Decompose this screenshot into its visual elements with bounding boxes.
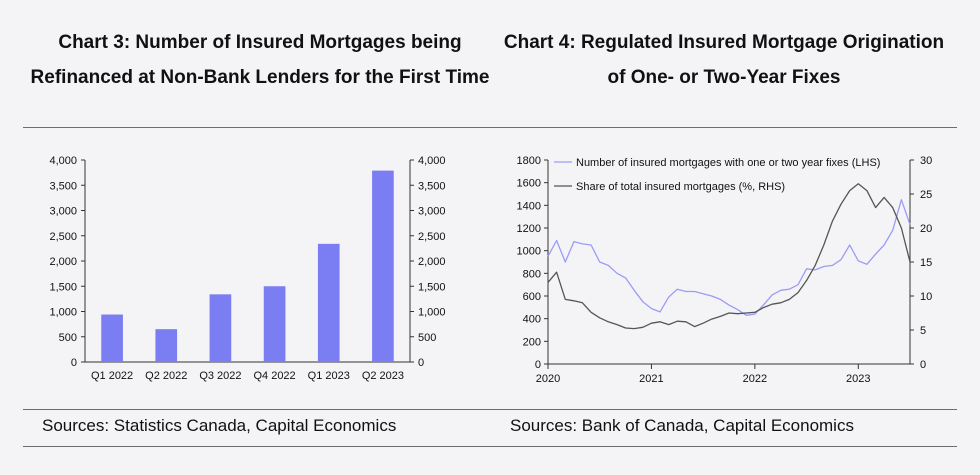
y-tick-label: 3,500: [49, 180, 77, 192]
y-tick-label: 1,500: [49, 281, 77, 293]
y2-tick-label: 25: [920, 189, 932, 201]
x-tick-label: Q2 2022: [145, 370, 187, 382]
bar: [155, 329, 178, 362]
y-tick-label: 200: [523, 336, 541, 348]
y-tick-label: 400: [523, 314, 541, 326]
y-tick-label: 1600: [517, 178, 541, 190]
bottom-divider: [23, 446, 957, 447]
y2-tick-label: 0: [418, 357, 424, 369]
bar: [263, 286, 286, 362]
y-tick-label: 2,500: [49, 231, 77, 243]
x-tick-label: Q4 2022: [253, 370, 295, 382]
y2-tick-label: 3,500: [418, 180, 446, 192]
y2-tick-label: 4,000: [418, 155, 446, 167]
chart3-title: Chart 3: Number of Insured Mortgages bei…: [30, 32, 490, 88]
sources-divider: [23, 409, 957, 410]
y2-tick-label: 20: [920, 223, 932, 235]
y-tick-label: 1800: [517, 155, 541, 167]
y2-tick-label: 3,000: [418, 206, 446, 218]
y-tick-label: 1000: [517, 246, 541, 258]
y2-tick-label: 10: [920, 291, 932, 303]
x-tick-label: 2021: [639, 373, 663, 385]
bar: [317, 243, 340, 362]
bar: [209, 294, 232, 362]
y2-tick-label: 5: [920, 325, 926, 337]
x-tick-label: Q1 2023: [308, 370, 350, 382]
y-tick-label: 2,000: [49, 256, 77, 268]
y2-tick-label: 30: [920, 155, 932, 167]
top-divider: [23, 127, 957, 128]
x-tick-label: Q1 2022: [91, 370, 133, 382]
series-line-share: [547, 183, 911, 330]
legend-label: Number of insured mortgages with one or …: [576, 157, 880, 169]
y-tick-label: 800: [523, 268, 541, 280]
x-tick-label: 2023: [846, 373, 870, 385]
y-tick-label: 3,000: [49, 206, 77, 218]
y2-tick-label: 2,500: [418, 231, 446, 243]
y2-tick-label: 15: [920, 257, 932, 269]
y-tick-label: 1,000: [49, 307, 77, 319]
y2-tick-label: 1,500: [418, 281, 446, 293]
chart4-title: Chart 4: Regulated Insured Mortgage Orig…: [503, 32, 945, 88]
y2-tick-label: 1,000: [418, 307, 446, 319]
x-tick-label: Q2 2023: [362, 370, 404, 382]
chart4-source: Sources: Bank of Canada, Capital Economi…: [510, 416, 854, 435]
x-tick-label: 2022: [743, 373, 767, 385]
bar: [372, 170, 394, 362]
x-tick-label: Q3 2022: [199, 370, 241, 382]
chart3-source: Sources: Statistics Canada, Capital Econ…: [42, 416, 397, 435]
series-line-count: [547, 199, 911, 316]
y-tick-label: 0: [71, 357, 77, 369]
bar: [101, 314, 123, 362]
y-tick-label: 1200: [517, 223, 541, 235]
y-tick-label: 4,000: [49, 155, 77, 167]
y-tick-label: 0: [535, 359, 541, 371]
y2-tick-label: 2,000: [418, 256, 446, 268]
x-tick-label: 2020: [536, 373, 560, 385]
y-tick-label: 600: [523, 291, 541, 303]
y-tick-label: 500: [59, 332, 77, 344]
y2-tick-label: 500: [418, 332, 436, 344]
chart3-plot: 0 0 500 500 1,000 1,000 1,500 1,500 2,000 2,000 2,…: [49, 155, 446, 382]
chart4-plot: 0 200 400 600 800 1000 1200 1400 1600 1800 0 5 10 15 2…: [517, 155, 933, 385]
legend-label: Share of total insured mortgages (%, RHS…: [576, 181, 785, 193]
y-tick-label: 1400: [517, 200, 541, 212]
y2-tick-label: 0: [920, 359, 926, 371]
